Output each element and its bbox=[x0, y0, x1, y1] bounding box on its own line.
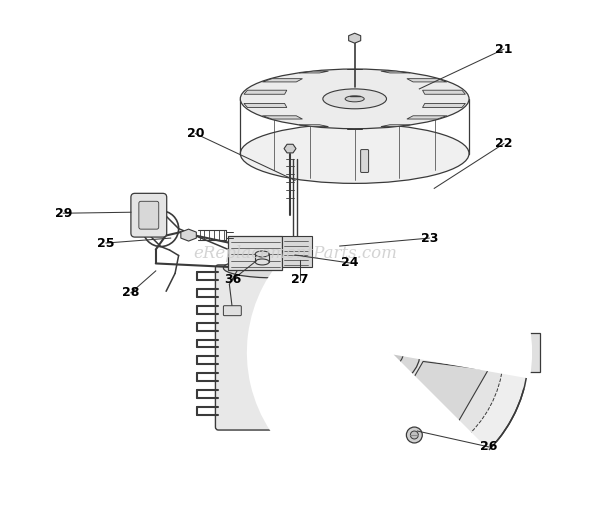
Text: eReplacementParts.com: eReplacementParts.com bbox=[193, 244, 397, 262]
Text: 36: 36 bbox=[224, 273, 241, 287]
Polygon shape bbox=[244, 90, 287, 94]
FancyBboxPatch shape bbox=[228, 236, 282, 270]
Polygon shape bbox=[299, 71, 329, 73]
FancyBboxPatch shape bbox=[131, 194, 167, 237]
Ellipse shape bbox=[345, 96, 364, 102]
Ellipse shape bbox=[240, 69, 469, 129]
Polygon shape bbox=[381, 125, 410, 126]
FancyBboxPatch shape bbox=[224, 306, 241, 315]
Polygon shape bbox=[422, 90, 466, 94]
Polygon shape bbox=[422, 104, 466, 108]
Text: 28: 28 bbox=[122, 287, 140, 299]
Polygon shape bbox=[414, 362, 488, 429]
Polygon shape bbox=[407, 79, 447, 82]
Text: 26: 26 bbox=[480, 440, 497, 454]
Text: 20: 20 bbox=[187, 127, 204, 140]
Text: 21: 21 bbox=[495, 43, 513, 56]
Circle shape bbox=[359, 322, 420, 383]
Text: 22: 22 bbox=[495, 137, 513, 150]
Circle shape bbox=[250, 213, 529, 492]
Text: 27: 27 bbox=[291, 273, 309, 287]
Polygon shape bbox=[299, 125, 329, 126]
Polygon shape bbox=[355, 258, 424, 319]
Circle shape bbox=[407, 427, 422, 443]
Polygon shape bbox=[181, 229, 196, 241]
Ellipse shape bbox=[224, 258, 325, 278]
Circle shape bbox=[411, 431, 418, 439]
Ellipse shape bbox=[255, 259, 269, 265]
Polygon shape bbox=[414, 276, 488, 343]
Circle shape bbox=[376, 338, 404, 366]
Polygon shape bbox=[355, 386, 424, 447]
Polygon shape bbox=[263, 79, 303, 82]
Polygon shape bbox=[515, 333, 540, 372]
Text: 24: 24 bbox=[341, 257, 359, 269]
Text: 23: 23 bbox=[421, 232, 438, 244]
Text: 29: 29 bbox=[55, 207, 72, 220]
FancyBboxPatch shape bbox=[360, 149, 369, 172]
Ellipse shape bbox=[323, 89, 386, 109]
Ellipse shape bbox=[255, 251, 269, 257]
Text: 25: 25 bbox=[97, 237, 115, 249]
FancyBboxPatch shape bbox=[282, 236, 312, 267]
Wedge shape bbox=[248, 211, 530, 494]
Polygon shape bbox=[263, 116, 303, 119]
FancyBboxPatch shape bbox=[215, 265, 333, 430]
FancyBboxPatch shape bbox=[139, 201, 159, 229]
Circle shape bbox=[276, 238, 504, 467]
Polygon shape bbox=[291, 276, 365, 343]
Ellipse shape bbox=[240, 124, 469, 183]
Polygon shape bbox=[291, 362, 365, 429]
Polygon shape bbox=[284, 144, 296, 153]
Polygon shape bbox=[407, 116, 447, 119]
Polygon shape bbox=[381, 71, 410, 73]
Polygon shape bbox=[349, 33, 360, 43]
Polygon shape bbox=[244, 104, 287, 108]
